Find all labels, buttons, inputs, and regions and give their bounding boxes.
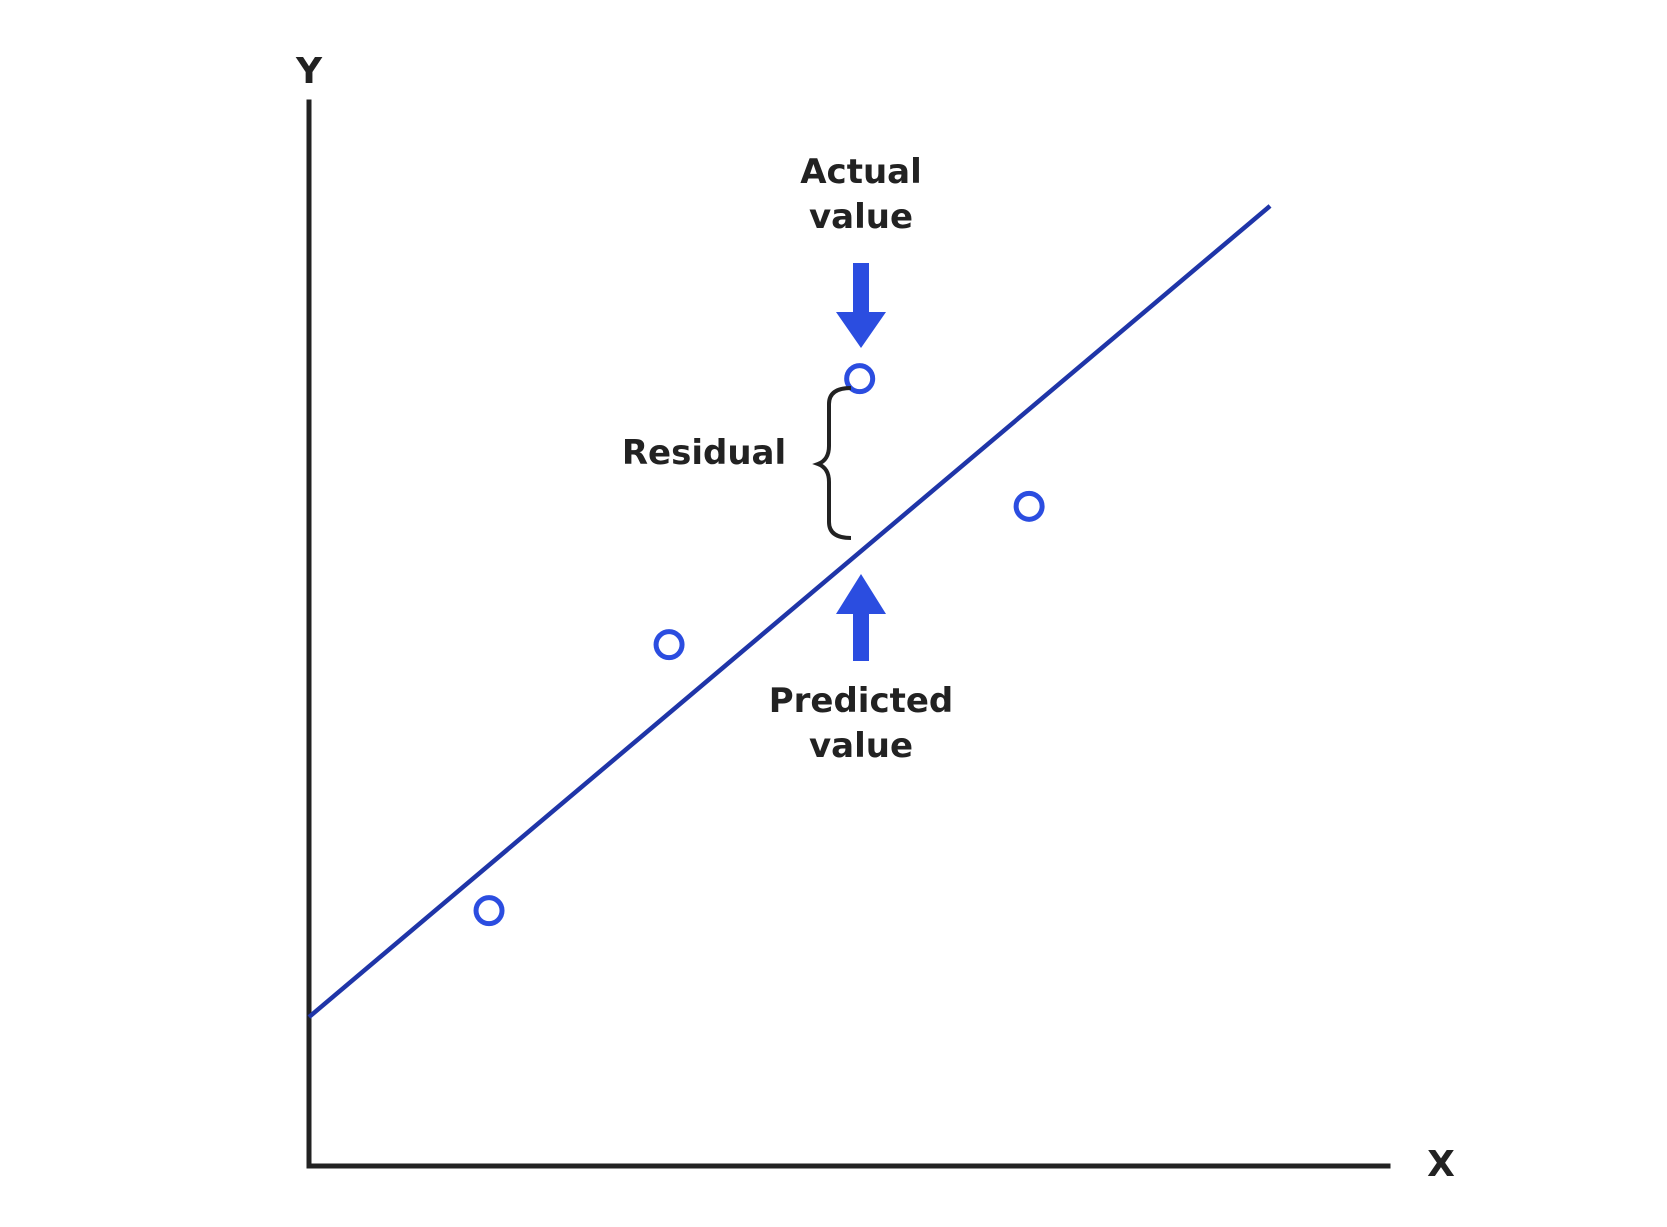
y-axis-label: Y <box>295 51 323 92</box>
x-axis-label: X <box>1427 1144 1455 1185</box>
regression-line <box>307 204 1272 1019</box>
data-point <box>473 895 505 927</box>
actual-value-label-line2: value <box>809 197 913 237</box>
predicted-value-label-line1: Predicted <box>769 681 954 721</box>
actual-value-point <box>844 363 876 395</box>
residual-label: Residual <box>622 433 786 473</box>
data-points <box>473 363 1045 927</box>
data-point <box>1013 490 1045 522</box>
residual-brace <box>812 386 852 540</box>
predicted-value-label-line2: value <box>809 726 913 766</box>
actual-value-arrow <box>836 263 886 348</box>
actual-value-label-line1: Actual <box>800 152 922 192</box>
predicted-value-arrow <box>836 574 886 661</box>
data-point <box>653 629 685 661</box>
